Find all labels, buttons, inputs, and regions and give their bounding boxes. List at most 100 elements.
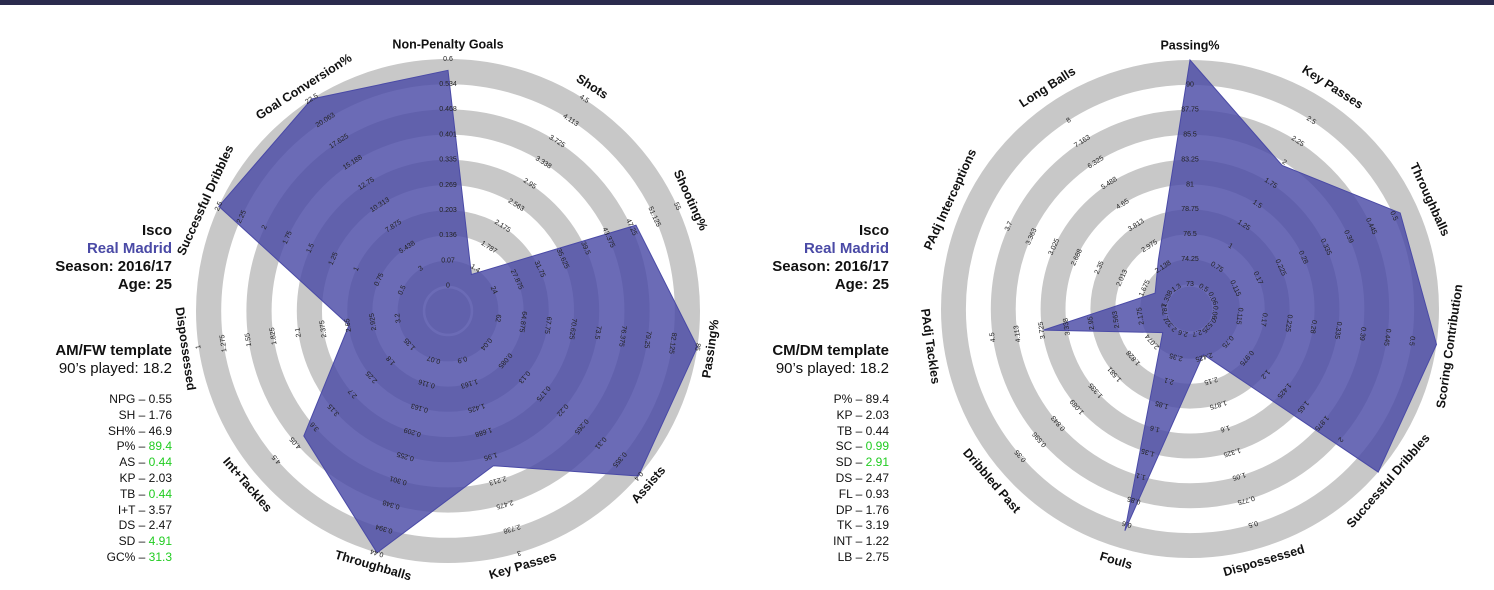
stat-label: SD – <box>835 455 866 470</box>
tick-label: 3.2 <box>394 313 402 324</box>
stat-value: 1.22 <box>865 534 889 549</box>
tick-label: 2.563 <box>1112 310 1121 328</box>
tick-label: 1.05 <box>1231 471 1246 482</box>
tick-label: 4.5 <box>271 453 283 465</box>
tick-label: 1.787 <box>1161 303 1170 321</box>
tick-label: 85 <box>693 343 701 352</box>
stats-list: P% – 89.4 KP – 2.03 TB – 0.44 SC – 0.99 SD –… <box>700 392 889 566</box>
stat-value: 2.47 <box>148 518 172 533</box>
tick-label: 1.875 <box>1209 398 1228 410</box>
stat-label: P% – <box>833 392 866 406</box>
axis-label: PAdj Tackles <box>918 308 943 385</box>
stat-value: 3.19 <box>865 518 889 533</box>
stat-value: 4.91 <box>148 534 172 549</box>
stat-label: SH – <box>118 407 149 422</box>
tick-label: 0 <box>446 283 450 290</box>
stat-value: 46.9 <box>148 423 172 438</box>
tick-label: 0.163 <box>410 401 429 413</box>
tick-label: 1.4 <box>469 263 481 274</box>
tick-label: 0.115 <box>1234 307 1243 325</box>
stat-row: SH% – 46.9 <box>0 424 172 440</box>
tick-label: 2.65 <box>344 318 353 333</box>
tick-label: 0.17 <box>1259 312 1268 327</box>
stat-label: LB – <box>837 549 866 564</box>
tick-label: 82.125 <box>667 332 677 354</box>
tick-label: 0.335 <box>439 157 457 164</box>
tick-label: 1.425 <box>467 402 486 414</box>
tick-label: 78.75 <box>1181 206 1199 213</box>
tick-label: 8 <box>1065 117 1072 125</box>
stat-value: 0.44 <box>865 423 889 438</box>
template-name: CM/DM template <box>772 342 889 359</box>
tick-label: 1.3 <box>1171 283 1183 294</box>
stat-label: TK – <box>836 518 866 533</box>
tick-label: 1.55 <box>244 332 253 347</box>
tick-label: 0.269 <box>439 182 457 189</box>
tick-label: 0.5 <box>1407 336 1415 347</box>
stat-row: DP – 1.76 <box>700 503 889 519</box>
tick-label: 0.468 <box>439 106 457 113</box>
stat-row: SD – 4.91 <box>0 534 172 550</box>
tick-label: 1.163 <box>460 377 479 389</box>
radar-chart-left: 00.070.1360.2030.2690.3350.4010.4680.534… <box>173 37 722 583</box>
tick-label: 1.325 <box>1223 446 1242 458</box>
player-info-left: Isco Real Madrid Season: 2016/17 Age: 25… <box>0 222 172 566</box>
axis-label: Passing% <box>1160 38 1219 52</box>
stat-value: 2.03 <box>148 470 172 485</box>
tick-label: 0.06 <box>1210 305 1219 320</box>
stat-row: NPG – 0.55 <box>0 392 172 408</box>
stat-value: 0.44 <box>148 455 172 470</box>
team-name: Real Madrid <box>86 240 172 257</box>
tick-label: 2.925 <box>369 313 378 331</box>
tick-label: 3 <box>516 549 522 557</box>
stat-label: DS – <box>118 518 149 533</box>
tick-label: 79.25 <box>642 331 651 349</box>
tick-label: 2.738 <box>502 522 521 534</box>
tick-label: 4.113 <box>1013 325 1022 343</box>
tick-label: 2.5 <box>214 200 224 212</box>
tick-label: 1.825 <box>269 327 278 345</box>
tick-label: 2.6 <box>1177 328 1188 337</box>
stats-list: NPG – 0.55 SH – 1.76 SH% – 46.9 P% – 89.4 AS… <box>0 392 172 566</box>
tick-label: 1 <box>353 266 361 273</box>
tick-label: 3.6 <box>309 420 321 432</box>
tick-label: 0.9 <box>456 354 467 363</box>
top-bar <box>0 0 1494 5</box>
stat-row: TB – 0.44 <box>0 487 172 503</box>
stat-label: AS – <box>119 455 149 470</box>
stat-row: SD – 2.91 <box>700 455 889 471</box>
tick-label: 2.1 <box>1163 376 1174 385</box>
tick-label: 0.209 <box>403 426 422 438</box>
stat-row: KP – 2.03 <box>700 408 890 424</box>
stat-value: 0.55 <box>148 392 172 406</box>
minutes-played: 90’s played: 18.2 <box>58 360 172 377</box>
stat-value: 2.47 <box>865 470 889 485</box>
tick-label: 0.136 <box>439 232 457 239</box>
stat-label: I+T – <box>117 502 149 517</box>
tick-label: 0.44 <box>369 547 384 558</box>
stat-row: DS – 2.47 <box>0 518 172 534</box>
tick-label: 0.534 <box>439 81 457 88</box>
tick-label: 1.275 <box>219 334 228 352</box>
stat-label: P% – <box>116 439 149 454</box>
axis-label: Non-Penalty Goals <box>392 37 503 51</box>
tick-label: 0.5 <box>1388 210 1398 222</box>
tick-label: 83.25 <box>1181 156 1199 163</box>
tick-label: 76.5 <box>1183 231 1197 238</box>
stat-value: 31.3 <box>148 549 172 564</box>
stat-label: NPG – <box>109 392 149 406</box>
tick-label: 24 <box>489 285 499 295</box>
tick-label: 62 <box>494 314 502 323</box>
radar-area <box>218 69 698 554</box>
stat-value: 0.44 <box>148 486 172 501</box>
tick-label: 1.5 <box>306 242 316 254</box>
tick-label: 2.7 <box>347 387 359 399</box>
stat-value: 1.76 <box>148 407 172 422</box>
stat-row: KP – 2.03 <box>0 470 173 487</box>
stat-row: P% – 89.4 <box>700 392 889 408</box>
tick-label: 2.35 <box>1168 351 1183 362</box>
tick-label: 0.5 <box>397 284 407 296</box>
stat-value: 0.93 <box>865 486 889 501</box>
stat-label: DP – <box>835 502 866 517</box>
season: Season: 2016/17 <box>55 258 172 275</box>
